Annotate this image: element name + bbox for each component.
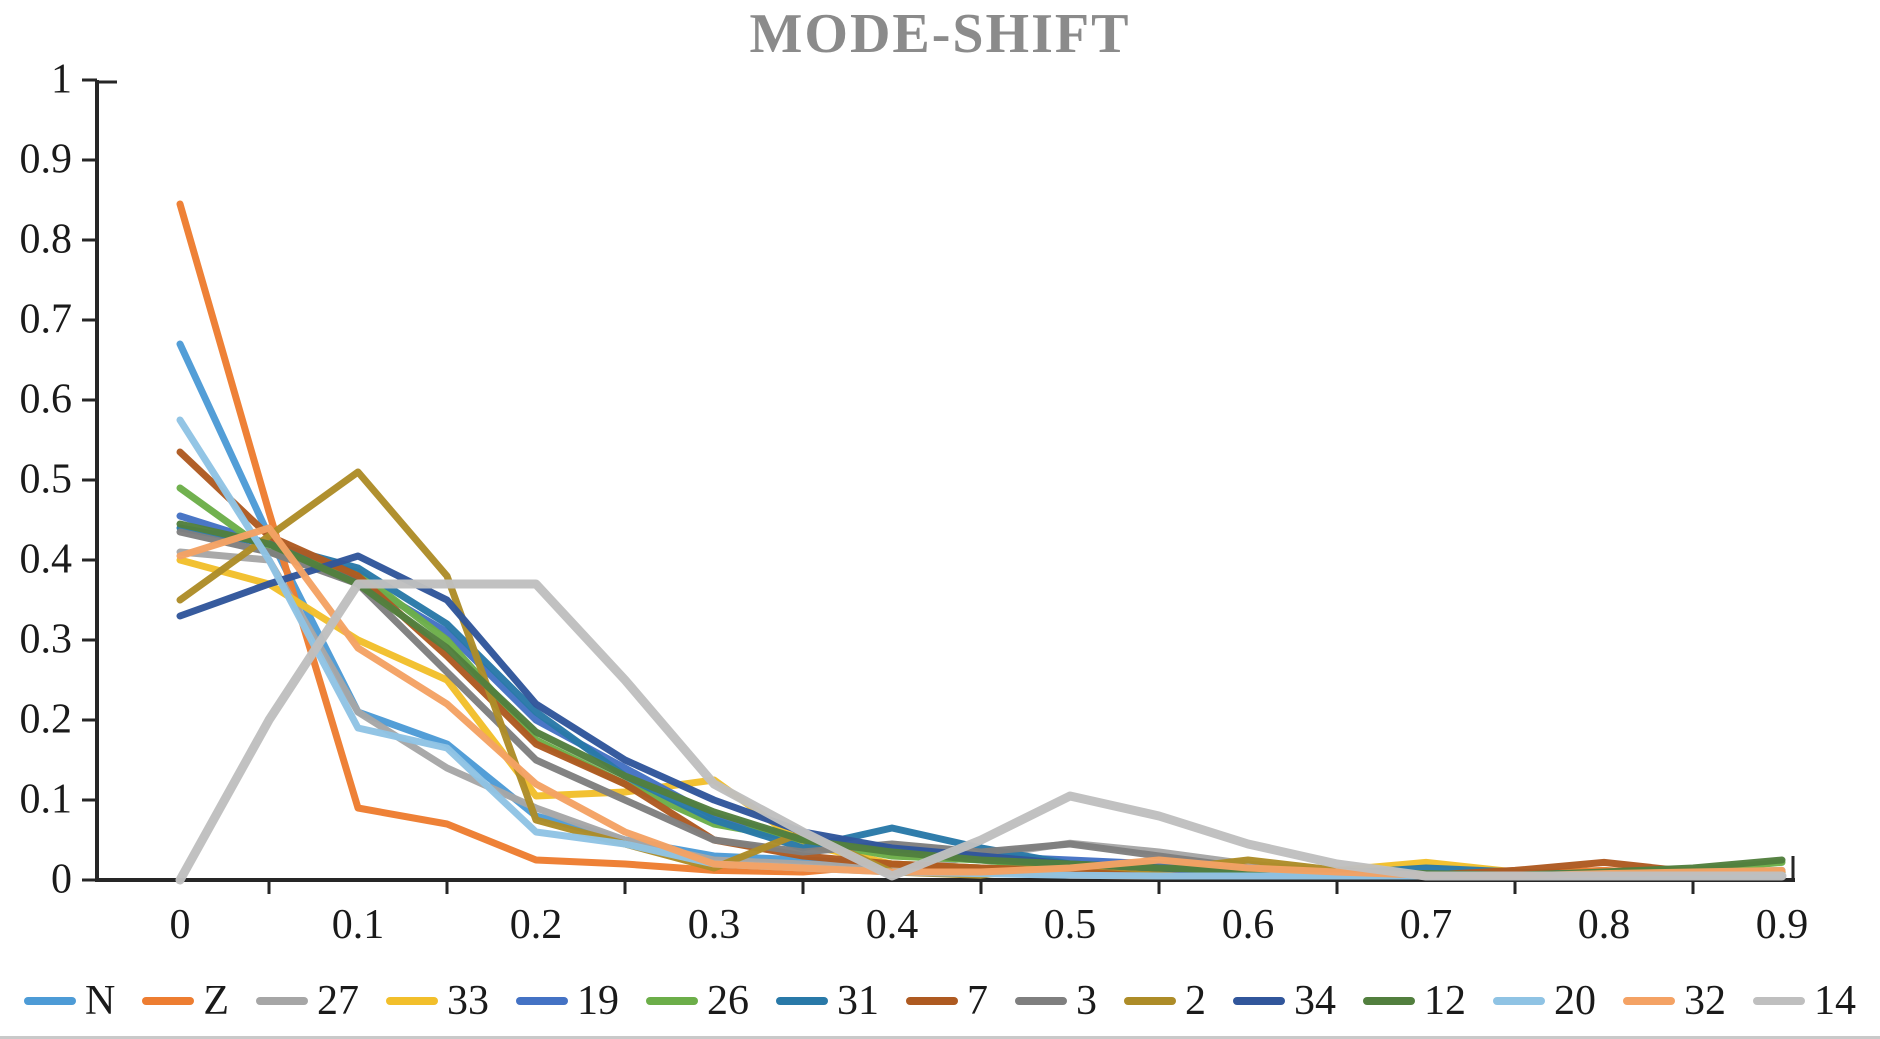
x-tick-label: 0: [170, 902, 191, 948]
legend-item-33: 33: [386, 977, 489, 1025]
legend-item-Z: Z: [142, 977, 229, 1025]
series-line-7: [176, 448, 1786, 880]
x-tick-label: 0.6: [1222, 902, 1275, 948]
legend-label: N: [85, 978, 116, 1024]
legend-item-20: 20: [1493, 977, 1596, 1025]
legend-label: 32: [1684, 978, 1726, 1024]
axis-labels: 0 0.1 0.2 0.3 0.4 0.5 0.6 0.7 0.8 0.9 1 0 0.1 0.2 0.3 0…: [20, 57, 1809, 948]
legend-label: 33: [447, 978, 489, 1024]
legend-swatch-31: [776, 997, 828, 1005]
x-tick-label: 0.4: [866, 902, 919, 948]
legend-swatch-14: [1753, 997, 1805, 1005]
y-tick-label: 0.5: [20, 457, 73, 503]
legend-item-32: 32: [1623, 977, 1726, 1025]
legend-label: 12: [1424, 978, 1466, 1024]
y-tick-label: 1: [51, 57, 72, 103]
y-tick-label: 0.3: [20, 617, 73, 663]
y-tick-label: 0.8: [20, 217, 73, 263]
legend-swatch-Z: [142, 997, 195, 1005]
legend-swatch-19: [516, 997, 568, 1005]
figure-bottom-edge: [0, 1036, 1880, 1039]
legend-item-7: 7: [906, 977, 988, 1025]
legend-label: 27: [317, 978, 359, 1024]
legend-swatch-7: [906, 997, 958, 1005]
y-tick-label: 0.7: [20, 297, 73, 343]
y-tick-label: 0.9: [20, 137, 73, 183]
x-tick-label: 0.7: [1400, 902, 1453, 948]
x-tick-label: 0.9: [1756, 902, 1809, 948]
legend-item-19: 19: [516, 977, 619, 1025]
y-tick-label: 0.1: [20, 777, 73, 823]
legend-item-3: 3: [1015, 977, 1097, 1025]
legend-label: 14: [1814, 978, 1856, 1024]
legend-item-31: 31: [776, 977, 879, 1025]
legend-swatch-3: [1015, 997, 1067, 1005]
legend-swatch-32: [1623, 997, 1675, 1005]
legend-label: 7: [967, 978, 988, 1024]
legend: N Z 27 33 19 26 31 7 3 2 34 12 20 32 14: [0, 977, 1880, 1025]
legend-label: 34: [1294, 978, 1336, 1024]
legend-swatch-27: [256, 997, 308, 1005]
legend-item-N: N: [24, 977, 115, 1025]
x-tick-label: 0.1: [332, 902, 385, 948]
legend-label: 20: [1554, 978, 1596, 1024]
legend-item-34: 34: [1233, 977, 1336, 1025]
legend-item-2: 2: [1124, 977, 1206, 1025]
x-tick-label: 0.8: [1578, 902, 1631, 948]
legend-swatch-26: [646, 997, 698, 1005]
series-lines: [175, 200, 1787, 885]
legend-swatch-2: [1124, 997, 1176, 1005]
x-tick-label: 0.2: [510, 902, 563, 948]
legend-item-12: 12: [1363, 977, 1466, 1025]
legend-swatch-20: [1493, 997, 1545, 1005]
series-line-14: [175, 579, 1787, 885]
y-tick-label: 0.6: [20, 377, 73, 423]
legend-item-14: 14: [1753, 977, 1856, 1025]
y-tick-label: 0: [51, 857, 72, 903]
legend-label: 26: [707, 978, 749, 1024]
legend-swatch-12: [1363, 997, 1415, 1005]
chart-title: MODE-SHIFT: [749, 3, 1131, 65]
legend-item-26: 26: [646, 977, 749, 1025]
legend-item-27: 27: [256, 977, 359, 1025]
series-line-27: [176, 548, 1786, 880]
x-tick-label: 0.5: [1044, 902, 1097, 948]
legend-label: 19: [577, 978, 619, 1024]
legend-label: 2: [1185, 978, 1206, 1024]
series-line-2: [176, 468, 1786, 880]
y-tick-label: 0.2: [20, 697, 73, 743]
legend-label: 3: [1076, 978, 1097, 1024]
y-tick-label: 0.4: [20, 537, 73, 583]
legend-swatch-34: [1233, 997, 1285, 1005]
legend-swatch-N: [24, 997, 76, 1005]
x-tick-label: 0.3: [688, 902, 741, 948]
legend-label: 31: [837, 978, 879, 1024]
legend-label: Z: [203, 978, 229, 1024]
legend-swatch-33: [386, 997, 438, 1005]
